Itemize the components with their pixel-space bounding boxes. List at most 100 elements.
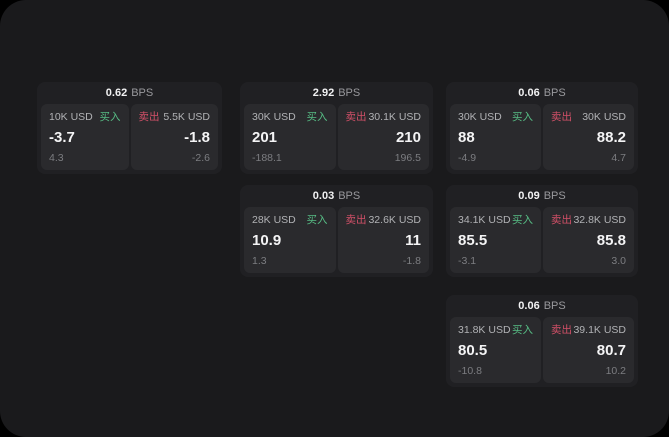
sell-price: 85.8 bbox=[596, 231, 626, 249]
bps-header: 0.62 BPS bbox=[37, 82, 222, 104]
sell-quote-tile[interactable]: 卖出 32.8K USD 85.8 3.0 bbox=[543, 207, 634, 273]
bps-value: 0.06 bbox=[518, 87, 540, 99]
sell-delta: 4.7 bbox=[611, 152, 626, 164]
sell-quote-tile[interactable]: 卖出 30K USD 88.2 4.7 bbox=[543, 104, 634, 170]
buy-notional: 30K USD bbox=[252, 111, 296, 123]
buy-tile-header: 30K USD 买入 bbox=[458, 111, 533, 123]
buy-tile-header: 34.1K USD 买入 bbox=[458, 214, 533, 226]
sell-quote-tile[interactable]: 卖出 39.1K USD 80.7 10.2 bbox=[543, 317, 634, 383]
sell-price: 11 bbox=[405, 231, 421, 249]
buy-price: 88 bbox=[458, 128, 475, 146]
buy-price: 201 bbox=[252, 128, 278, 146]
sell-notional: 32.8K USD bbox=[573, 214, 626, 226]
buy-tile-header: 30K USD 买入 bbox=[252, 111, 328, 123]
sell-price: 80.7 bbox=[596, 341, 626, 359]
sell-side-label: 卖出 bbox=[551, 214, 572, 226]
bps-value: 0.03 bbox=[312, 190, 335, 202]
sell-notional: 30.1K USD bbox=[368, 111, 421, 123]
sell-price: -1.8 bbox=[184, 128, 210, 146]
buy-quote-tile[interactable]: 30K USD 买入 88 -4.9 bbox=[450, 104, 541, 170]
bps-unit-label: BPS bbox=[543, 300, 566, 312]
sell-quote-tile[interactable]: 卖出 30.1K USD 210 196.5 bbox=[337, 104, 429, 170]
quote-card-body: 31.8K USD 买入 80.5 -10.8 卖出 39.1K USD 80.… bbox=[446, 317, 638, 387]
bps-value: 0.06 bbox=[518, 300, 540, 312]
sell-notional: 30K USD bbox=[582, 111, 626, 123]
bps-header: 0.03 BPS bbox=[240, 185, 433, 207]
quote-card: 0.62 BPS 10K USD 买入 -3.7 4.3 卖出 5.5K USD bbox=[37, 82, 222, 174]
buy-delta: 1.3 bbox=[252, 255, 267, 267]
sell-quote-tile[interactable]: 卖出 5.5K USD -1.8 -2.6 bbox=[130, 104, 218, 170]
buy-price: 80.5 bbox=[458, 341, 488, 359]
quote-card-body: 10K USD 买入 -3.7 4.3 卖出 5.5K USD -1.8 -2.… bbox=[37, 104, 222, 174]
sell-notional: 39.1K USD bbox=[573, 324, 626, 336]
sell-side-label: 卖出 bbox=[345, 111, 367, 123]
sell-delta: -1.8 bbox=[402, 255, 421, 267]
bps-value: 0.09 bbox=[518, 190, 540, 202]
buy-side-label: 买入 bbox=[99, 111, 121, 123]
sell-tile-header: 卖出 5.5K USD bbox=[139, 111, 211, 123]
sell-delta: -2.6 bbox=[191, 152, 210, 164]
buy-price: 85.5 bbox=[458, 231, 488, 249]
sell-delta: 3.0 bbox=[611, 255, 626, 267]
sell-tile-header: 卖出 30K USD bbox=[551, 111, 626, 123]
buy-notional: 30K USD bbox=[458, 111, 502, 123]
bps-header: 0.06 BPS bbox=[446, 82, 638, 104]
sell-notional: 5.5K USD bbox=[163, 111, 210, 123]
buy-tile-header: 28K USD 买入 bbox=[252, 214, 328, 226]
buy-quote-tile[interactable]: 31.8K USD 买入 80.5 -10.8 bbox=[450, 317, 541, 383]
sell-price: 88.2 bbox=[596, 128, 626, 146]
buy-notional: 10K USD bbox=[49, 111, 93, 123]
sell-tile-header: 卖出 32.6K USD bbox=[346, 214, 422, 226]
quote-card-body: 30K USD 买入 201 -188.1 卖出 30.1K USD 210 1… bbox=[240, 104, 433, 174]
sell-price: 210 bbox=[395, 128, 421, 146]
sell-quote-tile[interactable]: 卖出 32.6K USD 11 -1.8 bbox=[337, 207, 429, 273]
sell-delta: 10.2 bbox=[605, 365, 626, 377]
quote-card-body: 28K USD 买入 10.9 1.3 卖出 32.6K USD 11 -1.8 bbox=[240, 207, 433, 277]
buy-side-label: 买入 bbox=[512, 324, 533, 336]
sell-tile-header: 卖出 39.1K USD bbox=[551, 324, 626, 336]
bps-value: 2.92 bbox=[312, 87, 335, 99]
buy-side-label: 买入 bbox=[306, 111, 328, 123]
sell-tile-header: 卖出 32.8K USD bbox=[551, 214, 626, 226]
buy-price: 10.9 bbox=[252, 231, 282, 249]
buy-tile-header: 31.8K USD 买入 bbox=[458, 324, 533, 336]
buy-quote-tile[interactable]: 30K USD 买入 201 -188.1 bbox=[244, 104, 336, 170]
sell-delta: 196.5 bbox=[394, 152, 421, 164]
sell-side-label: 卖出 bbox=[345, 214, 367, 226]
sell-side-label: 卖出 bbox=[138, 111, 160, 123]
buy-notional: 28K USD bbox=[252, 214, 296, 226]
bps-header: 0.09 BPS bbox=[446, 185, 638, 207]
buy-notional: 31.8K USD bbox=[458, 324, 511, 336]
bps-unit-label: BPS bbox=[131, 87, 154, 99]
sell-side-label: 卖出 bbox=[551, 324, 572, 336]
quote-card: 0.06 BPS 30K USD 买入 88 -4.9 卖出 30K USD bbox=[446, 82, 638, 174]
buy-quote-tile[interactable]: 28K USD 买入 10.9 1.3 bbox=[244, 207, 336, 273]
buy-price: -3.7 bbox=[49, 128, 75, 146]
quote-card-body: 34.1K USD 买入 85.5 -3.1 卖出 32.8K USD 85.8… bbox=[446, 207, 638, 277]
bps-header: 2.92 BPS bbox=[240, 82, 433, 104]
bps-unit-label: BPS bbox=[543, 190, 566, 202]
sell-side-label: 卖出 bbox=[551, 111, 572, 123]
bps-header: 0.06 BPS bbox=[446, 295, 638, 317]
quote-card: 0.09 BPS 34.1K USD 买入 85.5 -3.1 卖出 32.8K… bbox=[446, 185, 638, 277]
buy-notional: 34.1K USD bbox=[458, 214, 511, 226]
buy-delta: -3.1 bbox=[458, 255, 477, 267]
quote-card-body: 30K USD 买入 88 -4.9 卖出 30K USD 88.2 4.7 bbox=[446, 104, 638, 174]
buy-side-label: 买入 bbox=[512, 111, 533, 123]
buy-side-label: 买入 bbox=[306, 214, 328, 226]
buy-quote-tile[interactable]: 34.1K USD 买入 85.5 -3.1 bbox=[450, 207, 541, 273]
sell-notional: 32.6K USD bbox=[368, 214, 421, 226]
bps-unit-label: BPS bbox=[543, 87, 566, 99]
buy-delta: -188.1 bbox=[252, 152, 282, 164]
buy-delta: -4.9 bbox=[458, 152, 477, 164]
quote-card: 2.92 BPS 30K USD 买入 201 -188.1 卖出 30.1K … bbox=[240, 82, 433, 174]
bps-unit-label: BPS bbox=[338, 190, 361, 202]
buy-side-label: 买入 bbox=[512, 214, 533, 226]
buy-delta: 4.3 bbox=[49, 152, 64, 164]
buy-quote-tile[interactable]: 10K USD 买入 -3.7 4.3 bbox=[41, 104, 129, 170]
bps-value: 0.62 bbox=[105, 87, 128, 99]
quote-card: 0.06 BPS 31.8K USD 买入 80.5 -10.8 卖出 39.1… bbox=[446, 295, 638, 387]
sell-tile-header: 卖出 30.1K USD bbox=[346, 111, 422, 123]
